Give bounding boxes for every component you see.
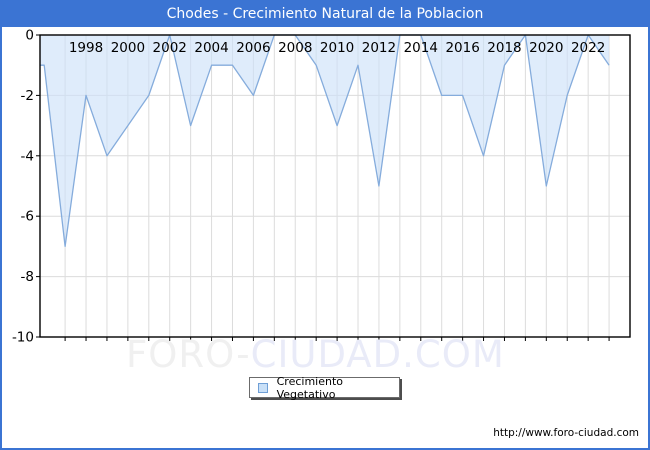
watermark: FORO-CIUDAD.COM	[126, 336, 505, 373]
footer-url: http://www.foro-ciudad.com	[493, 427, 639, 439]
x-tick-label: 2006	[236, 40, 270, 56]
gridlines	[40, 35, 630, 337]
x-tick-label: 2014	[404, 40, 438, 56]
y-tick-label: -4	[21, 148, 34, 164]
y-tick-label: 0	[25, 28, 34, 44]
x-tick-label: 2022	[571, 40, 605, 56]
x-tick-label: 2020	[529, 40, 563, 56]
x-tick-label: 2016	[445, 40, 479, 56]
legend-label: Crecimiento Vegetativo	[276, 374, 343, 401]
x-tick-label: 2012	[362, 40, 396, 56]
x-tick-label: 2002	[153, 40, 187, 56]
area-fill	[40, 35, 610, 247]
legend-marker-icon	[258, 382, 268, 393]
watermark-part2: CIUDAD.COM	[250, 333, 505, 376]
y-tick-label: -6	[21, 209, 34, 225]
data-line	[40, 34, 610, 248]
y-tick-label: -8	[21, 269, 34, 285]
chart-title: Chodes - Crecimiento Natural de la Pobla…	[166, 5, 484, 22]
x-tick-label: 2010	[320, 40, 354, 56]
y-tick-label: -10	[12, 330, 34, 346]
plot-border	[39, 34, 631, 338]
watermark-part1: FORO-	[126, 333, 251, 376]
title-bar: Chodes - Crecimiento Natural de la Pobla…	[0, 0, 650, 27]
x-axis-labels: 1998 2000 2002 2004 2006 2008 2010 2012 2014 2016…	[69, 40, 605, 56]
y-tick-label: -2	[21, 88, 34, 104]
x-tick-label: 2004	[194, 40, 228, 56]
x-tick-label: 2000	[111, 40, 145, 56]
x-tick-label: 2018	[487, 40, 521, 56]
legend: Crecimiento Vegetativo	[249, 374, 400, 401]
y-axis-labels: 0 -2 -4 -6 -8 -10	[12, 28, 34, 346]
x-tick-label: 1998	[69, 40, 103, 56]
x-tick-label: 2008	[278, 40, 312, 56]
axis-ticks	[36, 34, 610, 341]
